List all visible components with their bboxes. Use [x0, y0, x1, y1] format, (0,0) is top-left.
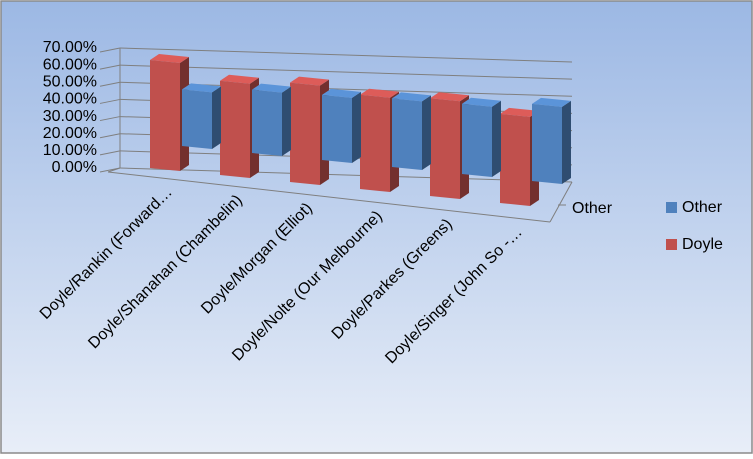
bar-side [282, 86, 291, 156]
bar-front [322, 94, 352, 163]
floor-edge [107, 167, 121, 173]
y-tick-label: 20.00% [43, 125, 97, 142]
bar [322, 88, 361, 163]
bar [182, 83, 221, 149]
bar-top [322, 88, 361, 98]
depth-axis-line [549, 181, 573, 223]
bar-front [360, 94, 390, 192]
bar-top [532, 97, 571, 107]
bar [392, 92, 431, 170]
bar-front [220, 80, 250, 178]
bar-top [500, 107, 539, 117]
legend-swatch [666, 202, 677, 213]
bar-front [430, 98, 460, 199]
y-tick [99, 150, 121, 156]
bar-front [150, 60, 180, 171]
bar-top [392, 92, 431, 102]
y-tick [99, 47, 121, 53]
y-tick-label: 40.00% [43, 91, 97, 108]
bar-side [212, 86, 221, 149]
bar-side [562, 100, 571, 184]
bar-top [360, 88, 399, 98]
bar-side [352, 91, 361, 163]
bar-front [392, 98, 422, 170]
bar-front [532, 103, 562, 184]
y-tick [99, 81, 121, 87]
bar-front [290, 82, 320, 185]
depth-label: Other [572, 200, 613, 217]
bar-side [492, 100, 501, 177]
y-tick-label: 60.00% [43, 56, 97, 73]
bar [252, 83, 291, 156]
y-tick [99, 116, 121, 122]
y-tick-label: 0.00% [52, 159, 97, 176]
bar-top [150, 54, 189, 63]
legend-swatch [666, 239, 677, 250]
grid-line [119, 64, 573, 80]
y-tick-label: 30.00% [43, 108, 97, 125]
bar-top [430, 92, 469, 102]
y-tick-label: 50.00% [43, 74, 97, 91]
grid-line [119, 47, 573, 63]
legend-label: Doyle [682, 236, 723, 253]
legend-label: Other [682, 199, 723, 216]
y-tick [99, 133, 121, 139]
y-tick-label: 10.00% [43, 142, 97, 159]
bar-top [252, 83, 291, 93]
bar-top [462, 97, 501, 107]
bar-front [182, 89, 212, 149]
bar-front [252, 89, 282, 156]
y-tick [99, 64, 121, 70]
bar [462, 97, 501, 177]
bar-side [422, 95, 431, 170]
bar-top [290, 76, 329, 86]
floor-edge [107, 171, 551, 223]
y-tick [99, 98, 121, 104]
bar-front [462, 103, 492, 177]
y-tick-label: 70.00% [43, 39, 97, 56]
bar-top [220, 74, 259, 84]
bar-front [500, 113, 530, 206]
grid-line [119, 167, 573, 183]
bar-top [182, 83, 221, 93]
bar [532, 97, 571, 184]
